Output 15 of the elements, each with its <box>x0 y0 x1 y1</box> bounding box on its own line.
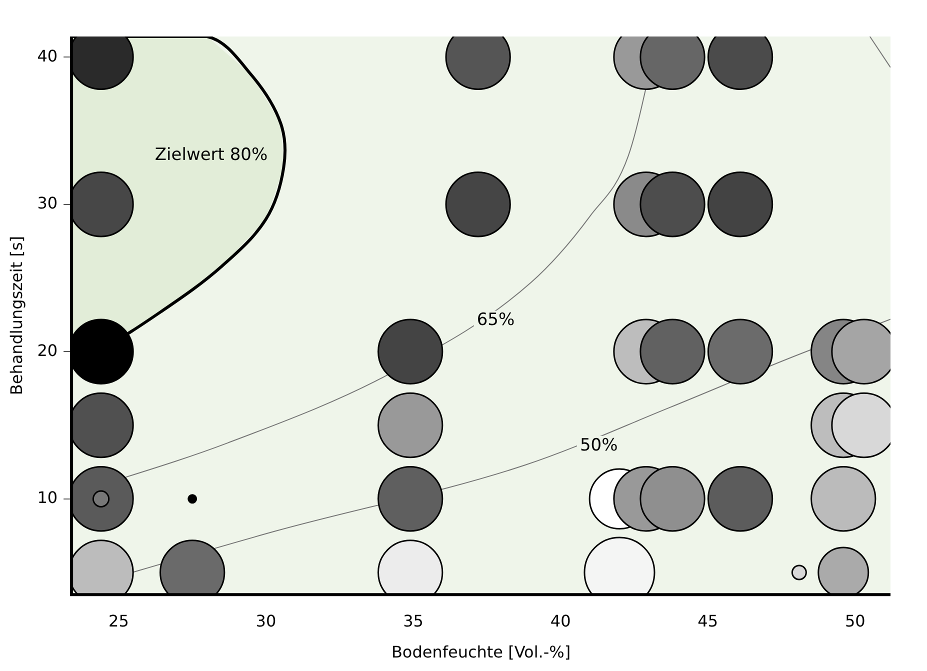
x-tick-label: 25 <box>108 611 129 630</box>
x-tick-label: 45 <box>698 611 718 630</box>
annotation: 65% <box>476 310 515 330</box>
x-tick-label: 50 <box>844 611 866 630</box>
x-tick-label: 40 <box>550 611 571 630</box>
y-axis-title: Behandlungszeit [s] <box>6 236 26 396</box>
x-axis-title: Bodenfeuchte [Vol.-%] <box>391 642 571 662</box>
annotation: 50% <box>580 435 618 456</box>
x-tick-label: 35 <box>403 611 424 630</box>
y-tick-label: 10 <box>37 488 58 508</box>
y-tick-label: 20 <box>37 340 58 360</box>
y-tick-label: 40 <box>37 46 58 66</box>
x-tick-label: 30 <box>256 611 276 630</box>
annotation: Zielwert 80% <box>154 144 268 165</box>
y-tick-label: 30 <box>37 194 58 213</box>
